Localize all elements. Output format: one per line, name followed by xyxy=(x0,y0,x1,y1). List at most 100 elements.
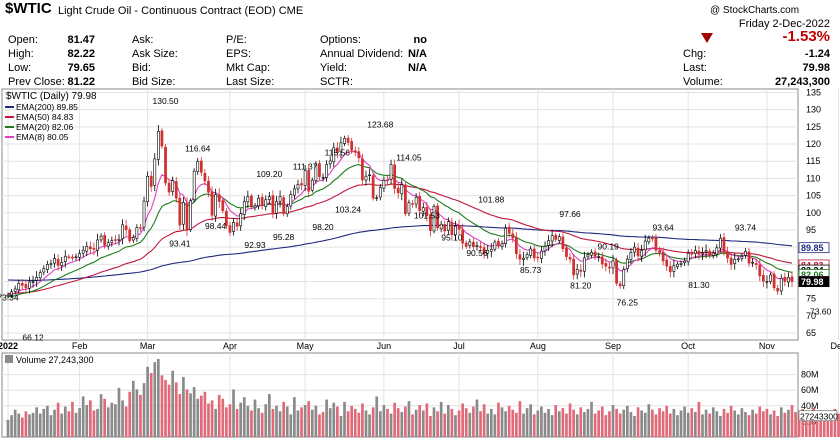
volume-bar xyxy=(28,414,31,437)
candle-body xyxy=(758,264,762,277)
price-annotation: 114.05 xyxy=(396,152,422,162)
candle-body xyxy=(20,283,24,286)
y-tick-label: 100 xyxy=(806,208,821,218)
candle-body xyxy=(719,237,722,249)
candle-body xyxy=(418,195,422,211)
copyright-link[interactable]: @ StockCharts.com xyxy=(710,5,800,16)
candle-body xyxy=(411,203,414,205)
candle-body xyxy=(124,225,128,230)
candle-body xyxy=(747,251,751,264)
volume-bar xyxy=(654,414,658,437)
candle-body xyxy=(547,240,550,246)
candle-body xyxy=(625,258,629,269)
candle-body xyxy=(457,225,461,230)
candle-body xyxy=(661,251,665,262)
candle-body xyxy=(339,142,343,153)
volume-bar xyxy=(715,411,719,437)
x-tick-label: May xyxy=(297,341,315,351)
candle-body xyxy=(679,262,683,265)
candle-body xyxy=(328,160,332,165)
price-annotation: 76.25 xyxy=(617,297,639,307)
volume-bar xyxy=(103,398,106,437)
candle-body xyxy=(790,276,794,282)
candle-body xyxy=(296,184,300,190)
price-annotation: 98.44 xyxy=(205,221,227,231)
volume-bar xyxy=(522,413,525,437)
price-annotation: 95.28 xyxy=(273,232,295,242)
volume-bar xyxy=(117,387,121,437)
field-label: Bid: xyxy=(132,62,151,74)
candle-body xyxy=(192,170,196,201)
candle-body xyxy=(156,130,160,160)
candle-body xyxy=(260,197,264,206)
candle-body xyxy=(575,269,579,275)
volume-bar xyxy=(185,389,189,437)
volume-bar xyxy=(744,412,747,437)
volume-label: Volume 27,243,300 xyxy=(16,355,94,365)
candle-body xyxy=(722,237,726,252)
volume-bar xyxy=(504,411,507,437)
volume-bar xyxy=(568,403,572,437)
volume-bar xyxy=(608,411,611,437)
candle-body xyxy=(479,246,482,248)
candle-body xyxy=(343,138,346,144)
volume-bar xyxy=(153,362,157,437)
volume-bar xyxy=(629,412,633,437)
candle-body xyxy=(672,265,676,272)
volume-bar xyxy=(565,413,568,437)
volume-bar xyxy=(812,408,815,437)
volume-bar xyxy=(63,406,67,437)
volume-bar xyxy=(472,406,475,437)
candle-body xyxy=(504,227,507,244)
y-tick-label: 135 xyxy=(806,87,821,97)
volume-bar xyxy=(199,395,203,437)
candle-body xyxy=(693,250,697,254)
candle-body xyxy=(278,196,282,202)
candle-body xyxy=(346,137,350,143)
volume-bar xyxy=(511,409,515,437)
volume-bar xyxy=(35,407,38,437)
candle-body xyxy=(149,175,153,187)
volume-bar xyxy=(575,414,579,437)
volume-bar xyxy=(421,410,425,437)
volume-bar xyxy=(701,414,704,437)
candle-body xyxy=(708,250,712,257)
candle-body xyxy=(776,288,780,292)
volume-bar xyxy=(586,408,590,437)
volume-bar xyxy=(235,408,239,437)
candle-body xyxy=(128,229,132,241)
x-tick-label: Oct xyxy=(681,341,696,351)
candle-body xyxy=(368,174,371,176)
candle-body xyxy=(769,274,772,282)
volume-bar xyxy=(182,376,185,437)
candle-body xyxy=(285,206,289,215)
candle-body xyxy=(629,252,633,260)
volume-bar xyxy=(819,410,822,437)
volume-bar xyxy=(78,408,81,437)
field-value: 82.22 xyxy=(67,48,95,60)
candle-body xyxy=(779,277,783,292)
volume-bar xyxy=(436,411,439,437)
volume-bar xyxy=(171,370,175,437)
volume-bar xyxy=(389,413,393,437)
candle-body xyxy=(500,243,504,247)
candle-body xyxy=(257,197,260,207)
candle-body xyxy=(582,257,586,272)
field-value: N/A xyxy=(408,48,427,60)
candle-body xyxy=(593,251,597,257)
volume-bar xyxy=(457,410,461,437)
candle-body xyxy=(160,130,164,147)
volume-bar xyxy=(339,415,343,437)
quote-header: $WTIC Light Crude Oil - Continuous Contr… xyxy=(0,0,840,90)
volume-bar xyxy=(246,405,250,437)
volume-bar xyxy=(801,408,805,437)
field-label: Prev Close: xyxy=(8,76,65,88)
volume-bar xyxy=(454,415,457,437)
instrument-name: Light Crude Oil - Continuous Contract (E… xyxy=(58,5,304,17)
candle-body xyxy=(676,263,679,268)
candle-body xyxy=(468,241,472,246)
candle-body xyxy=(310,179,314,191)
volume-bar xyxy=(604,415,608,437)
volume-bar xyxy=(393,402,396,437)
candle-body xyxy=(46,264,49,270)
